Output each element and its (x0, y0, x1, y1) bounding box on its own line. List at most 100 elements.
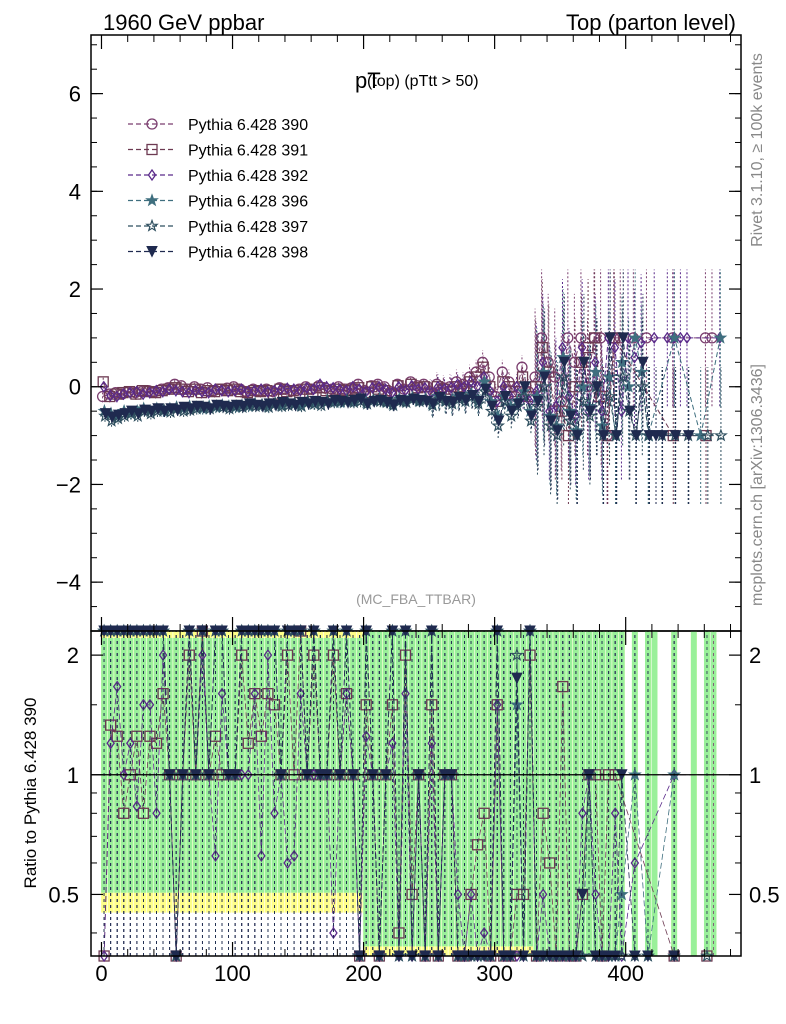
ratio-band-green (225, 637, 232, 893)
ratio-band-green (527, 631, 533, 947)
data-point (296, 384, 305, 397)
data-point (112, 409, 125, 422)
data-point (630, 351, 639, 364)
data-point (588, 332, 601, 344)
ratio-band-green (278, 637, 284, 893)
ratio-band-green (363, 631, 370, 947)
data-point (466, 375, 476, 388)
data-point (346, 383, 358, 395)
series-line (103, 336, 720, 417)
data-point (250, 384, 259, 397)
data-point (583, 408, 597, 422)
ratio-band-green (199, 637, 206, 893)
legend-label: Pythia 6.428 396 (188, 194, 308, 211)
ratio-band-green (389, 631, 396, 947)
ratio-point (289, 849, 299, 863)
data-point (550, 428, 565, 442)
ratio-band-green (107, 637, 114, 893)
data-point (151, 384, 161, 397)
ratio-band-green (507, 631, 514, 947)
legend-label: Pythia 6.428 391 (188, 143, 308, 160)
data-point (368, 381, 377, 394)
data-point (372, 383, 385, 395)
ratio-panel: 0.5 0.5 1 1 2 2 0 100 200 300 400 Ratio to Pythia… (21, 35, 780, 986)
data-point (110, 388, 122, 400)
ratio-point (157, 687, 169, 700)
data-point (125, 386, 135, 399)
data-point (551, 400, 561, 413)
ratio-band-green (435, 631, 442, 947)
ratio-y-tick-label: 1 (67, 763, 79, 788)
data-point (484, 403, 499, 418)
data-point (178, 385, 187, 398)
data-point (106, 389, 115, 402)
ratio-band-green (101, 637, 108, 893)
data-point (210, 383, 220, 396)
data-point (374, 380, 384, 393)
data-point (302, 381, 312, 394)
data-point (524, 413, 538, 427)
ratio-band-green (520, 631, 527, 947)
data-point (191, 384, 200, 397)
ratio-band-green (396, 631, 402, 947)
ratio-y-tick-label: 0.5 (48, 882, 79, 907)
data-point (263, 385, 272, 398)
ratio-band-green (186, 637, 193, 893)
ratio-band-green (317, 637, 324, 893)
ratio-band-green (323, 637, 330, 893)
ratio-line (103, 630, 707, 957)
data-point (497, 394, 512, 408)
ratio-y-tick-label: 2 (67, 643, 79, 668)
data-point (682, 331, 692, 345)
ratio-band-green (232, 637, 239, 893)
process-label: Top (parton level) (566, 10, 736, 35)
x-tick-label: 400 (607, 961, 644, 986)
data-point (276, 383, 286, 396)
ratio-point (700, 948, 714, 962)
legend-marker (145, 193, 159, 207)
data-point (289, 399, 302, 412)
ratio-y-axis-label: Ratio to Pythia 6.428 390 (21, 698, 40, 889)
rivet-label: Rivet 3.1.10, ≥ 100k events (749, 53, 766, 247)
data-point (309, 383, 318, 396)
collision-label: 1960 GeV ppbar (103, 10, 264, 35)
ratio-y-ticks: 0.5 0.5 1 1 2 2 (48, 643, 780, 934)
ratio-series-6 (98, 625, 680, 963)
data-point (637, 356, 649, 369)
data-point (491, 418, 506, 432)
ratio-band-green (461, 631, 468, 947)
main-panel: −4 −2 0 2 4 6 pT (top) (pTtt > 50) (MC_FBA_TT… (56, 34, 742, 632)
ratio-point (126, 737, 135, 750)
x-tick-label: 300 (476, 961, 513, 986)
ratio-band-green (127, 637, 134, 893)
data-point (714, 428, 728, 442)
legend-label: Pythia 6.428 390 (188, 117, 308, 134)
ratio-band-green (179, 637, 186, 893)
data-point (302, 398, 315, 410)
data-point (204, 403, 217, 415)
data-point (256, 383, 266, 396)
ratio-band-green (245, 637, 252, 893)
data-point (512, 380, 521, 393)
legend-label: Pythia 6.428 392 (188, 168, 308, 185)
ratio-band-green (330, 637, 337, 893)
data-point (348, 394, 361, 407)
data-point (237, 383, 246, 396)
data-point (530, 399, 545, 413)
ratio-band-green (369, 631, 376, 947)
main-y-tick-label: −4 (56, 570, 81, 595)
ratio-band-green (238, 637, 245, 893)
main-y-tick-label: −2 (56, 472, 81, 497)
data-point (289, 383, 299, 396)
ratio-band-green (173, 637, 180, 893)
ratio-band-green (166, 637, 173, 893)
ratio-band-green (310, 637, 317, 893)
data-point (700, 428, 715, 442)
ratio-point (630, 856, 640, 870)
data-point (97, 376, 109, 388)
data-point (543, 418, 558, 432)
legend-marker (145, 218, 159, 232)
data-point (282, 382, 292, 395)
ratio-band-green (264, 637, 271, 893)
plot-title-main: pT (355, 68, 381, 93)
